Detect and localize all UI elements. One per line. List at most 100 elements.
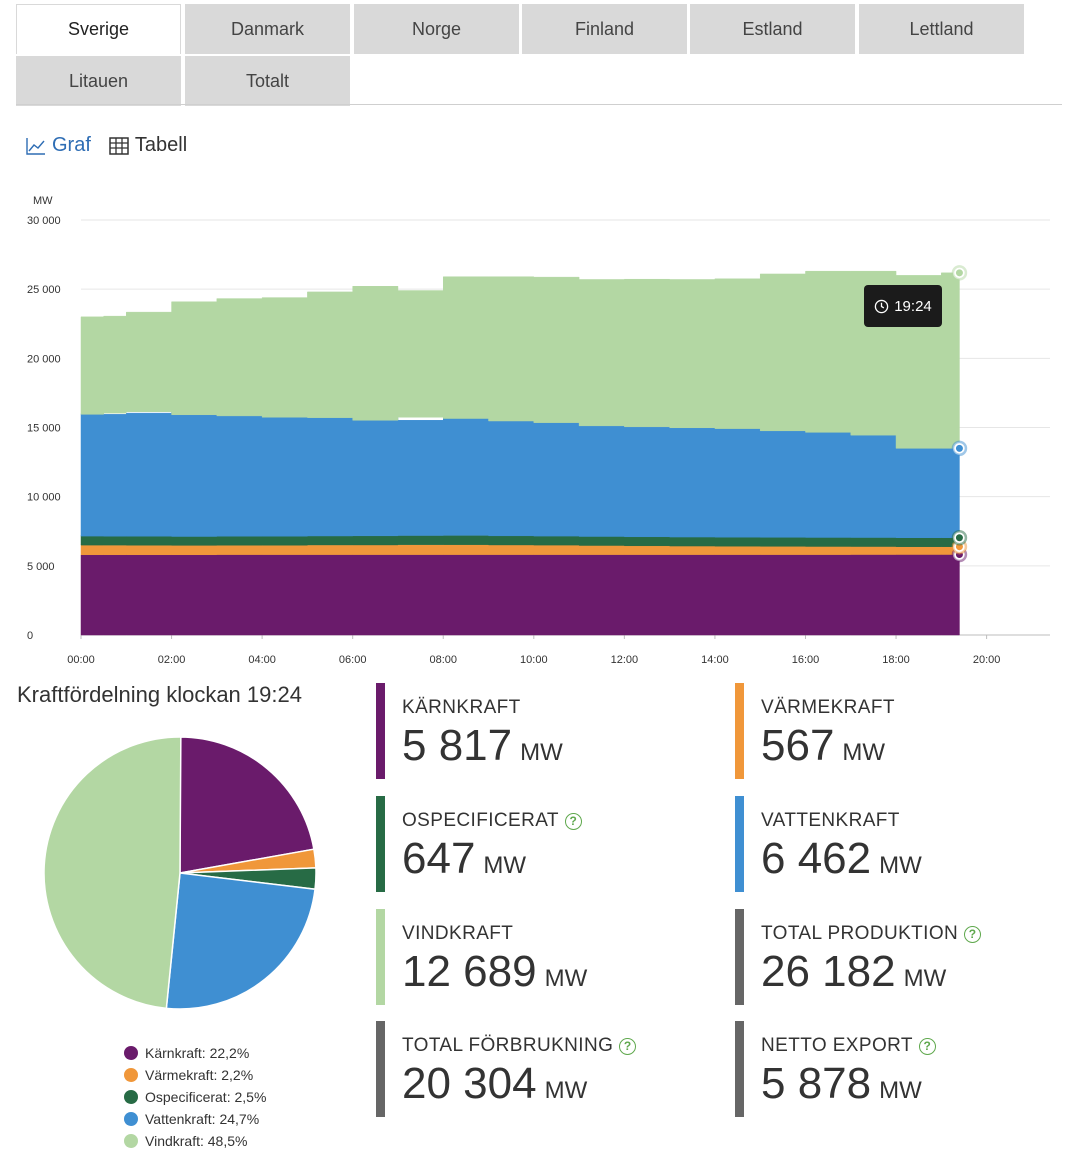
legend-label: Värmekraft: 2,2% bbox=[145, 1067, 254, 1083]
tab-label: Sverige bbox=[67, 19, 130, 39]
stat-color-bar bbox=[376, 683, 385, 779]
y-tick-label: 20 000 bbox=[27, 353, 61, 365]
legend-swatch bbox=[124, 1134, 138, 1148]
tab-lettland[interactable]: Lettland bbox=[859, 4, 1024, 54]
stat-label: VINDKRAFT bbox=[402, 923, 514, 944]
tab-label: Lettland bbox=[909, 18, 974, 39]
tab-norge[interactable]: Norge bbox=[354, 4, 519, 54]
stat-label: NETTO EXPORT bbox=[761, 1035, 913, 1056]
stat-ospecificerat: OSPECIFICERAT? 647 MW bbox=[376, 796, 696, 892]
table-label: Tabell bbox=[134, 134, 188, 156]
stat-value: 6 462 bbox=[761, 834, 872, 883]
clock-icon bbox=[874, 299, 889, 313]
help-icon[interactable]: ? bbox=[619, 1037, 637, 1055]
tooltip-time: 19:24 bbox=[894, 297, 932, 315]
tab-finland[interactable]: Finland bbox=[522, 4, 687, 54]
legend-label: Kärnkraft: 22,2% bbox=[145, 1045, 250, 1061]
y-tick-label: 10 000 bbox=[27, 492, 61, 504]
stat-value: 26 182 bbox=[761, 947, 896, 996]
stat-label: VÄRMEKRAFT bbox=[761, 697, 895, 718]
y-tick-label: 5 000 bbox=[27, 561, 55, 573]
pie-slice-kärnkraft[interactable] bbox=[179, 736, 315, 874]
x-tick-label: 12:00 bbox=[611, 654, 639, 666]
pie-slice-vindkraft[interactable] bbox=[43, 736, 182, 1010]
y-tick-label: 30 000 bbox=[27, 215, 61, 227]
tab-danmark[interactable]: Danmark bbox=[185, 4, 350, 54]
stat-karnkraft: KÄRNKRAFT 5 817 MW bbox=[376, 683, 696, 779]
x-tick-label: 14:00 bbox=[701, 654, 729, 666]
stat-total-produktion: TOTAL PRODUKTION? 26 182 MW bbox=[735, 909, 1055, 1005]
legend-swatch bbox=[124, 1112, 138, 1126]
tab-label: Totalt bbox=[245, 70, 290, 91]
tab-label: Danmark bbox=[230, 18, 305, 39]
help-icon[interactable]: ? bbox=[964, 925, 982, 943]
x-tick-label: 16:00 bbox=[792, 654, 820, 666]
stat-label: VATTENKRAFT bbox=[761, 810, 900, 831]
x-tick-label: 08:00 bbox=[429, 654, 457, 666]
table-view-button[interactable]: Tabell bbox=[109, 134, 187, 157]
graph-label: Graf bbox=[52, 134, 91, 156]
x-tick-label: 20:00 bbox=[973, 654, 1001, 666]
legend-item-vattenkraft[interactable]: Vattenkraft: 24,7% bbox=[124, 1108, 266, 1130]
area-vindkraft bbox=[80, 270, 960, 449]
legend-swatch bbox=[124, 1046, 138, 1060]
stat-color-bar bbox=[735, 796, 744, 892]
x-tick-label: 10:00 bbox=[520, 654, 548, 666]
help-icon[interactable]: ? bbox=[564, 812, 582, 830]
stat-vattenkraft: VATTENKRAFT 6 462 MW bbox=[735, 796, 1055, 892]
legend-item-vindkraft[interactable]: Vindkraft: 48,5% bbox=[124, 1130, 266, 1152]
stat-value: 5 817 bbox=[402, 721, 513, 770]
stat-unit: MW bbox=[483, 852, 527, 879]
stat-unit: MW bbox=[842, 739, 886, 766]
x-tick-label: 02:00 bbox=[158, 654, 186, 666]
tab-litauen[interactable]: Litauen bbox=[16, 56, 181, 106]
time-tooltip: 19:24 bbox=[864, 285, 942, 327]
tabs-divider bbox=[16, 104, 1062, 105]
stat-label: OSPECIFICERAT bbox=[402, 810, 559, 831]
stat-netto-export: NETTO EXPORT? 5 878 MW bbox=[735, 1021, 1055, 1117]
tab-label: Finland bbox=[574, 18, 635, 39]
pie-title: Kraftfördelning klockan 19:24 bbox=[17, 682, 302, 707]
stat-color-bar bbox=[735, 1021, 744, 1117]
stat-label: TOTAL FÖRBRUKNING bbox=[402, 1035, 614, 1056]
end-marker-vattenkraft bbox=[955, 444, 963, 452]
stat-color-bar bbox=[376, 796, 385, 892]
stat-color-bar bbox=[376, 909, 385, 1005]
production-area-chart[interactable]: 0 5 000 10 000 15 000 20 000 25 000 30 000 MW 00… bbox=[0, 180, 1079, 675]
tab-sverige[interactable]: Sverige bbox=[16, 4, 181, 54]
stat-unit: MW bbox=[903, 965, 947, 992]
stat-color-bar bbox=[735, 909, 744, 1005]
stat-value: 647 bbox=[402, 834, 476, 883]
x-tick-label: 04:00 bbox=[248, 654, 276, 666]
help-icon[interactable]: ? bbox=[918, 1037, 936, 1055]
graph-view-button[interactable]: Graf bbox=[26, 134, 91, 157]
stat-vindkraft: VINDKRAFT 12 689 MW bbox=[376, 909, 696, 1005]
pie-slice-vattenkraft[interactable] bbox=[165, 872, 316, 1010]
stat-value: 5 878 bbox=[761, 1059, 872, 1108]
y-tick-label: 25 000 bbox=[27, 284, 61, 296]
stat-unit: MW bbox=[879, 852, 922, 879]
stat-label: TOTAL PRODUKTION bbox=[761, 923, 959, 944]
pie-legend: Kärnkraft: 22,2% Värmekraft: 2,2% Ospeci… bbox=[124, 1042, 266, 1152]
legend-item-varmekraft[interactable]: Värmekraft: 2,2% bbox=[124, 1064, 266, 1086]
stat-color-bar bbox=[376, 1021, 385, 1117]
x-tick-label: 00:00 bbox=[67, 654, 95, 666]
stat-label: KÄRNKRAFT bbox=[402, 697, 521, 718]
tab-label: Estland bbox=[742, 18, 803, 39]
legend-item-ospecificerat[interactable]: Ospecificerat: 2,5% bbox=[124, 1086, 266, 1108]
stat-unit: MW bbox=[544, 965, 588, 992]
tab-estland[interactable]: Estland bbox=[690, 4, 855, 54]
stat-varmekraft: VÄRMEKRAFT 567 MW bbox=[735, 683, 1055, 779]
legend-swatch bbox=[124, 1090, 138, 1104]
stat-value: 20 304 bbox=[402, 1059, 537, 1108]
stat-total-forbrukning: TOTAL FÖRBRUKNING? 20 304 MW bbox=[376, 1021, 696, 1117]
y-tick-label: 15 000 bbox=[27, 423, 61, 435]
tab-totalt[interactable]: Totalt bbox=[185, 56, 350, 106]
legend-item-karnkraft[interactable]: Kärnkraft: 22,2% bbox=[124, 1042, 266, 1064]
power-distribution-pie[interactable] bbox=[40, 735, 320, 1015]
stat-unit: MW bbox=[879, 1077, 922, 1104]
x-tick-label: 18:00 bbox=[882, 654, 910, 666]
view-toggle: Graf Tabell bbox=[26, 134, 205, 157]
stat-value: 567 bbox=[761, 721, 835, 770]
y-tick-label: 0 bbox=[27, 630, 33, 642]
